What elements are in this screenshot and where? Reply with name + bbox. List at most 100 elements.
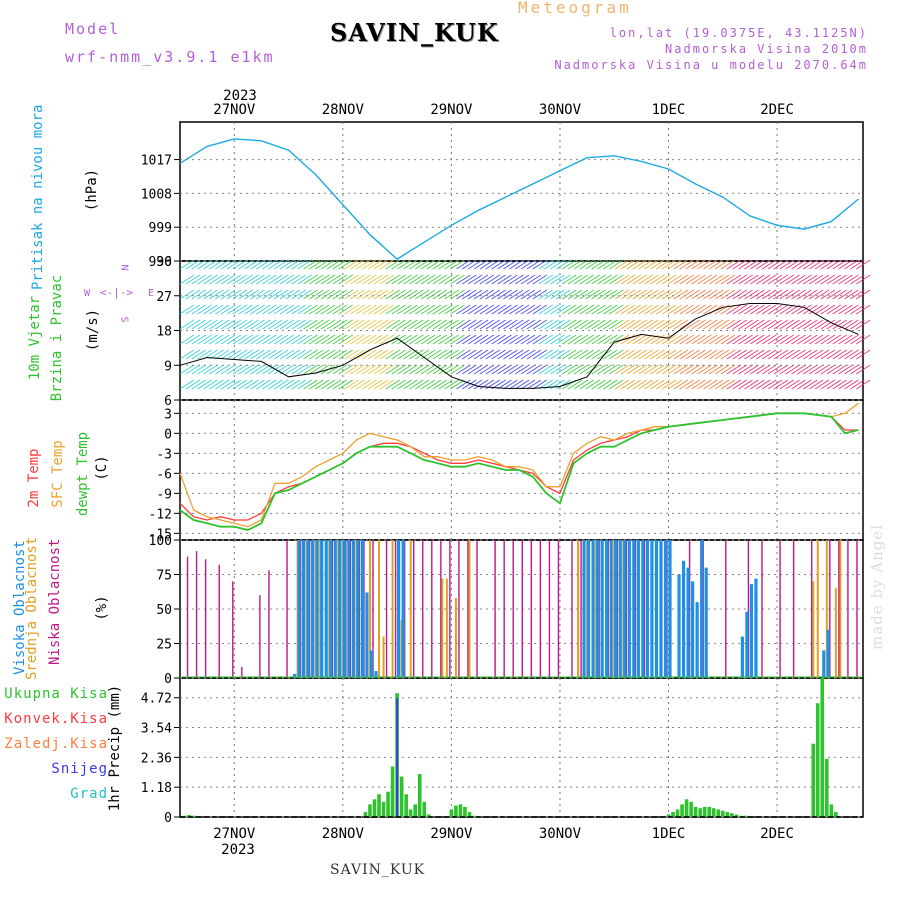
wind-barb: [844, 274, 859, 285]
wind-barb: [332, 259, 348, 270]
wind-barb: [767, 259, 783, 270]
wind-barb: [250, 289, 265, 300]
pressure-frame: [179, 121, 864, 262]
wind-barb: [603, 274, 618, 285]
wind-barb: [250, 379, 265, 390]
wind-barb: [673, 289, 689, 300]
wind-barb: [720, 319, 736, 330]
wind-barb: [326, 289, 342, 300]
wind-barb: [250, 319, 265, 330]
wind-barb: [473, 364, 489, 375]
wind-barb: [650, 379, 665, 390]
wind-barb: [832, 259, 847, 270]
wind-barb: [215, 319, 230, 330]
wind-barb: [373, 274, 389, 285]
wind-barb: [767, 334, 783, 345]
wind-barb: [632, 289, 648, 300]
wind-barb: [450, 349, 465, 360]
cloud-tick-label: 0: [164, 672, 172, 687]
wind-barb: [526, 274, 542, 285]
wind-barb: [456, 304, 471, 315]
temp-tick-label: -9: [156, 487, 172, 502]
wind-barb: [238, 349, 254, 360]
wind-barb: [761, 334, 777, 345]
wind-barb: [720, 274, 736, 285]
wind-barb: [509, 304, 524, 315]
wind-barb: [532, 364, 548, 375]
wind-barb: [532, 259, 548, 270]
wind-barb: [844, 259, 859, 270]
wind-barb: [179, 379, 195, 390]
wind-barb: [426, 364, 442, 375]
wind-barb: [814, 349, 830, 360]
wind-barb: [273, 334, 289, 345]
wind-barb: [732, 379, 748, 390]
wind-barb: [632, 274, 648, 285]
wind-barb: [309, 259, 324, 270]
wind-barb: [673, 364, 689, 375]
precip-total-bar: [408, 809, 413, 817]
wind-barb: [344, 319, 359, 330]
wind-barb: [532, 304, 548, 315]
wind-barb: [585, 289, 600, 300]
wind-barb: [667, 379, 683, 390]
wind-barb: [703, 304, 718, 315]
wind-barb: [526, 379, 542, 390]
wind-barb: [344, 274, 359, 285]
wind-barb: [291, 379, 306, 390]
precip-total-bar: [829, 804, 834, 817]
wind-barb: [356, 304, 371, 315]
wind-barb: [450, 319, 465, 330]
wind-barb: [256, 349, 271, 360]
wind-barb: [297, 289, 312, 300]
precip-total-bar: [458, 804, 463, 817]
temp-sfc-line: [179, 402, 859, 528]
wind-barb: [456, 274, 471, 285]
cloud-tick-label: 25: [156, 638, 172, 653]
wind-barb: [379, 349, 395, 360]
wind-barb: [691, 319, 706, 330]
wind-barb: [250, 259, 265, 270]
precip-total-bar: [381, 801, 386, 817]
wind-barb: [767, 304, 783, 315]
wind-barb: [191, 349, 207, 360]
wind-barb: [744, 319, 759, 330]
wind-barb: [279, 259, 295, 270]
temp-tick-label: -6: [156, 467, 172, 482]
wind-barb: [832, 304, 847, 315]
wind-barb: [479, 274, 495, 285]
wind-barb: [444, 274, 459, 285]
wind-barb: [244, 319, 259, 330]
wind-barb: [591, 379, 606, 390]
wind-barb: [403, 304, 418, 315]
day-label-bottom: 2DEC: [760, 826, 794, 842]
wind-barb: [262, 349, 277, 360]
wind-barb: [391, 364, 406, 375]
wind-barb: [644, 289, 659, 300]
wind-barb: [473, 319, 489, 330]
wind-barb: [238, 304, 254, 315]
wind-barb: [215, 259, 230, 270]
wind-barb: [814, 379, 830, 390]
wind-barb: [626, 259, 642, 270]
wind-barb: [567, 334, 583, 345]
wind-barb: [203, 319, 218, 330]
wind-barb: [409, 379, 424, 390]
wind-barb: [850, 274, 865, 285]
wind-barb: [585, 379, 600, 390]
wind-barb: [256, 334, 271, 345]
precip-total-bar: [399, 776, 404, 817]
wind-barb: [461, 289, 477, 300]
wind-barb: [538, 304, 553, 315]
wind-barb: [520, 289, 536, 300]
wind-barb: [514, 349, 530, 360]
wind-barb: [803, 274, 818, 285]
day-label-bottom: 27NOV: [213, 826, 256, 842]
wind-barb: [638, 319, 653, 330]
wind-barb: [585, 274, 600, 285]
wind-barb: [220, 379, 236, 390]
wind-barb: [597, 319, 612, 330]
wind-barb: [797, 364, 812, 375]
wind-barb: [303, 289, 318, 300]
wind-barb: [544, 289, 559, 300]
